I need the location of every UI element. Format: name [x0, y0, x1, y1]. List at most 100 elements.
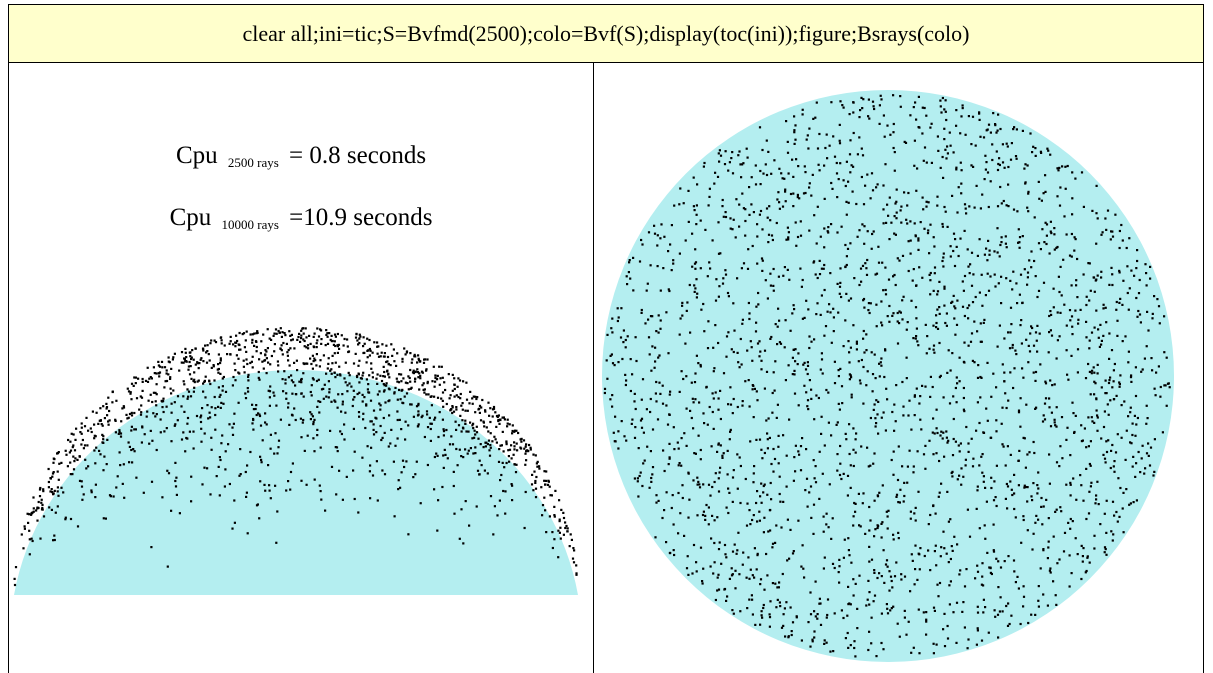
ray-point [73, 449, 77, 452]
ray-point [1037, 242, 1041, 245]
ray-point [330, 372, 333, 375]
ray-point [753, 547, 756, 550]
ray-point [677, 447, 680, 450]
ray-point [318, 484, 321, 487]
ray-point [696, 476, 699, 479]
ray-point [911, 559, 914, 562]
ray-point [532, 453, 535, 456]
ray-point [814, 580, 817, 583]
ray-point [277, 364, 280, 367]
ray-point [374, 416, 377, 419]
ray-point [69, 449, 73, 452]
ray-point [1009, 480, 1012, 483]
ray-point [1095, 398, 1098, 401]
ray-point [655, 400, 658, 403]
ray-point [1034, 370, 1038, 374]
ray-point [763, 349, 767, 352]
ray-point [955, 124, 958, 127]
ray-point [838, 139, 841, 142]
ray-point [161, 496, 164, 499]
ray-point [121, 407, 124, 410]
ray-point [858, 524, 861, 527]
ray-point [206, 404, 209, 407]
ray-point [287, 406, 290, 409]
ray-point [902, 295, 905, 298]
ray-point [867, 98, 870, 101]
ray-point [1026, 164, 1029, 167]
ray-point [274, 328, 278, 331]
ray-point [692, 205, 695, 208]
ray-point [874, 528, 877, 531]
ray-point [382, 382, 385, 386]
ray-point [717, 252, 721, 255]
ray-point [976, 629, 979, 632]
ray-point [750, 203, 753, 206]
ray-point [54, 511, 57, 514]
ray-point [775, 221, 778, 225]
ray-point [996, 168, 1000, 172]
ray-point [713, 541, 716, 545]
ray-point [32, 510, 35, 513]
ray-point [909, 517, 912, 520]
ray-point [1118, 515, 1121, 518]
ray-point [813, 260, 816, 263]
ray-point [938, 306, 941, 309]
ray-point [870, 558, 874, 561]
ray-point [1129, 406, 1132, 409]
ray-point [79, 431, 82, 434]
ray-point [767, 233, 771, 236]
ray-point [505, 461, 508, 465]
ray-point [218, 395, 221, 398]
ray-point [396, 352, 399, 355]
ray-point [942, 265, 945, 268]
ray-point [886, 527, 889, 530]
ray-point [1136, 416, 1139, 420]
ray-point [805, 391, 808, 394]
ray-point [417, 359, 421, 362]
ray-point [842, 345, 845, 348]
ray-point [387, 445, 390, 448]
ray-point [923, 106, 926, 110]
ray-point [488, 454, 492, 457]
ray-point [1063, 303, 1066, 306]
ray-point [980, 583, 983, 586]
ray-point [732, 612, 735, 615]
ray-point [1011, 346, 1014, 349]
ray-point [925, 620, 928, 623]
ray-point [982, 475, 985, 478]
ray-point [359, 335, 362, 338]
ray-point [1000, 275, 1003, 278]
ray-point [669, 390, 672, 393]
ray-point [436, 454, 439, 457]
ray-point [1104, 548, 1107, 551]
ray-point [312, 335, 315, 338]
ray-point [866, 173, 869, 176]
ray-point [132, 384, 135, 387]
ray-point [921, 106, 924, 109]
ray-point [426, 463, 429, 467]
ray-point [730, 157, 733, 160]
ray-point [1100, 437, 1103, 440]
ray-point [879, 94, 882, 97]
ray-point [998, 610, 1001, 613]
ray-point [1134, 475, 1137, 478]
ray-point [759, 495, 762, 498]
ray-point [417, 413, 420, 416]
ray-point [480, 464, 483, 467]
ray-point [1027, 190, 1030, 193]
ray-point [513, 445, 516, 448]
ray-point [1001, 610, 1004, 613]
ray-point [656, 265, 659, 268]
ray-point [792, 348, 795, 351]
ray-point [640, 308, 643, 312]
ray-point [756, 520, 759, 523]
ray-point [945, 430, 948, 433]
ray-point [511, 424, 514, 427]
ray-point [909, 252, 912, 255]
ray-point [711, 239, 714, 242]
ray-point [642, 462, 645, 465]
ray-point [399, 398, 402, 401]
ray-point [1153, 295, 1156, 298]
ray-point [200, 427, 203, 430]
ray-point [408, 376, 411, 380]
